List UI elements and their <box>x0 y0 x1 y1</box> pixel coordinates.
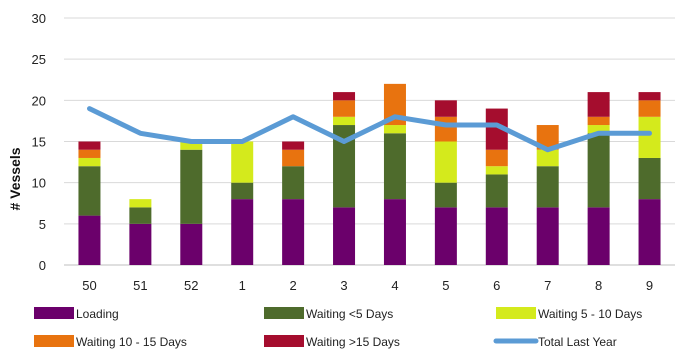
bar-segment-4-series-1 <box>383 133 406 200</box>
legend-item-3: Waiting 10 - 15 Days <box>34 335 187 349</box>
bar-segment-7-series-0 <box>536 207 559 265</box>
legend-swatch-4 <box>264 335 304 347</box>
bar-segment-51-series-0 <box>129 223 152 265</box>
bar-segment-9-series-3 <box>638 100 661 117</box>
legend-item-1: Waiting <5 Days <box>264 307 393 321</box>
bar-segment-7-series-1 <box>536 166 559 208</box>
bar-segment-4-series-0 <box>383 199 406 265</box>
bar-segment-6-series-2 <box>485 166 508 175</box>
legend-item-4: Waiting >15 Days <box>264 335 400 349</box>
x-tick-label-5: 5 <box>442 278 449 293</box>
bar-segment-3-series-1 <box>333 125 356 208</box>
bar-segment-8-series-0 <box>587 207 610 265</box>
bar-segment-50-series-4 <box>78 141 101 150</box>
x-tick-label-4: 4 <box>391 278 398 293</box>
legend-swatch-1 <box>264 307 304 319</box>
bar-segment-51-series-1 <box>129 207 152 224</box>
bar-segment-8-series-3 <box>587 116 610 126</box>
bar-segment-2-series-0 <box>282 199 305 265</box>
bar-segment-50-series-0 <box>78 215 101 265</box>
bar-segment-50-series-2 <box>78 157 101 167</box>
x-tick-label-52: 52 <box>184 278 198 293</box>
bar-segment-52-series-2 <box>180 141 203 150</box>
x-tick-label-6: 6 <box>493 278 500 293</box>
legend-item-2: Waiting 5 - 10 Days <box>496 307 642 321</box>
bar-segment-51-series-2 <box>129 199 152 208</box>
bar-segment-1-series-0 <box>231 199 254 265</box>
bar-segment-7-series-3 <box>536 125 559 150</box>
bar-segment-2-series-4 <box>282 141 305 150</box>
legend-label-2: Waiting 5 - 10 Days <box>538 307 642 321</box>
y-tick-label-15: 15 <box>32 135 46 150</box>
bar-segment-4-series-2 <box>383 125 406 134</box>
bar-segment-8-series-2 <box>587 125 610 134</box>
bar-segment-3-series-2 <box>333 116 356 126</box>
y-tick-label-5: 5 <box>39 217 46 232</box>
gridlines <box>64 17 675 266</box>
y-tick-label-25: 25 <box>32 52 46 67</box>
bar-segment-8-series-4 <box>587 92 610 117</box>
bar-segment-9-series-4 <box>638 92 661 101</box>
y-tick-label-0: 0 <box>39 258 46 273</box>
bar-segment-2-series-3 <box>282 149 305 167</box>
y-tick-label-30: 30 <box>32 11 46 26</box>
bar-segment-5-series-2 <box>434 141 457 183</box>
y-tick-label-20: 20 <box>32 93 46 108</box>
y-axis-title: # Vessels <box>7 147 23 210</box>
bar-segment-5-series-3 <box>434 116 457 142</box>
bar-segment-9-series-0 <box>638 199 661 265</box>
legend-label-3: Waiting 10 - 15 Days <box>76 335 187 349</box>
y-axis-ticks: 0 5 10 15 20 25 30 <box>32 11 46 273</box>
bar-segment-6-series-3 <box>485 149 508 167</box>
legend-label-0: Loading <box>76 307 119 321</box>
bar-segment-2-series-1 <box>282 166 305 200</box>
x-tick-label-1: 1 <box>239 278 246 293</box>
series-line-0 <box>87 106 652 153</box>
bar-segment-50-series-3 <box>78 149 101 158</box>
x-tick-label-8: 8 <box>595 278 602 293</box>
legend-item-5: Total Last Year <box>493 335 617 349</box>
bar-segment-6-series-0 <box>485 207 508 265</box>
legend-swatch-3 <box>34 335 74 347</box>
bar-segment-3-series-0 <box>333 207 356 265</box>
x-tick-label-3: 3 <box>340 278 347 293</box>
bar-segment-1-series-2 <box>231 141 254 183</box>
bar-segment-4-series-3 <box>383 83 406 126</box>
x-tick-label-2: 2 <box>290 278 297 293</box>
bar-segment-5-series-4 <box>434 100 457 117</box>
bar-segment-1-series-1 <box>231 182 254 200</box>
bar-stacks <box>78 83 661 265</box>
bar-segment-50-series-1 <box>78 166 101 216</box>
bar-segment-8-series-1 <box>587 133 610 208</box>
legend-label-5: Total Last Year <box>538 335 617 349</box>
legend-label-1: Waiting <5 Days <box>306 307 393 321</box>
bar-segment-9-series-1 <box>638 157 661 200</box>
x-axis-ticks: 50 51 52 1 2 3 4 5 6 7 8 9 <box>82 278 653 293</box>
x-tick-label-51: 51 <box>133 278 147 293</box>
bar-segment-5-series-0 <box>434 207 457 265</box>
bar-segment-9-series-2 <box>638 116 661 158</box>
bar-segment-6-series-4 <box>485 108 508 150</box>
legend-label-4: Waiting >15 Days <box>306 335 400 349</box>
x-tick-label-7: 7 <box>544 278 551 293</box>
bar-segment-3-series-3 <box>333 100 356 117</box>
legend-item-0: Loading <box>34 307 119 321</box>
x-tick-label-9: 9 <box>646 278 653 293</box>
total-last-year-line-group <box>87 106 652 153</box>
x-tick-label-50: 50 <box>82 278 96 293</box>
bar-segment-5-series-1 <box>434 182 457 208</box>
legend-swatch-0 <box>34 307 74 319</box>
legend-swatch-2 <box>496 307 536 319</box>
legend: Loading Waiting <5 Days Waiting 5 - 10 Day… <box>34 307 642 349</box>
bar-segment-3-series-4 <box>333 92 356 101</box>
y-tick-label-10: 10 <box>32 176 46 191</box>
bar-segment-52-series-0 <box>180 223 203 265</box>
bar-segment-7-series-2 <box>536 149 559 167</box>
bar-segment-6-series-1 <box>485 174 508 208</box>
bar-segment-52-series-1 <box>180 149 203 224</box>
